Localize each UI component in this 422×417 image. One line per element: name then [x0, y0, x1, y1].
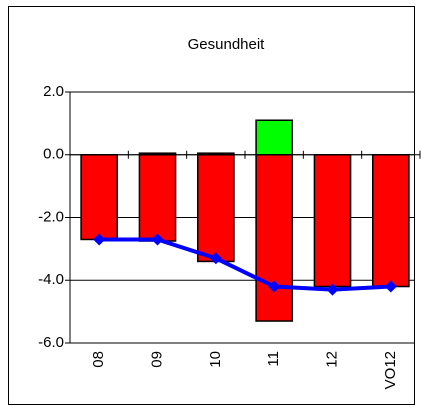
bar [372, 154, 410, 288]
bar [313, 154, 352, 288]
y-tick-label: -6.0 [38, 334, 64, 351]
bar [197, 152, 235, 156]
x-tick-label: 12 [323, 351, 340, 368]
bar [255, 119, 294, 156]
line [99, 237, 391, 292]
marker [209, 252, 222, 265]
chart-title: Gesundheit [188, 36, 266, 53]
marker [151, 233, 164, 246]
x-tick-label: 08 [90, 351, 107, 368]
bar [197, 154, 235, 263]
x-tick-label: 10 [207, 351, 224, 368]
marker [268, 280, 281, 293]
y-tick-label: 0.0 [43, 146, 64, 163]
bar [138, 154, 177, 242]
y-tick-label: -4.0 [38, 271, 64, 288]
x-tick-label: 11 [265, 351, 282, 367]
marker [93, 233, 106, 246]
x-tick-label: VO12 [382, 351, 399, 389]
bar [80, 154, 119, 241]
bar [138, 152, 177, 156]
bar [255, 154, 294, 322]
marker [326, 283, 339, 296]
marker [384, 280, 397, 293]
y-tick-label: 2.0 [43, 83, 64, 100]
x-tick-label: 09 [148, 351, 165, 368]
y-tick-label: -2.0 [38, 208, 64, 225]
